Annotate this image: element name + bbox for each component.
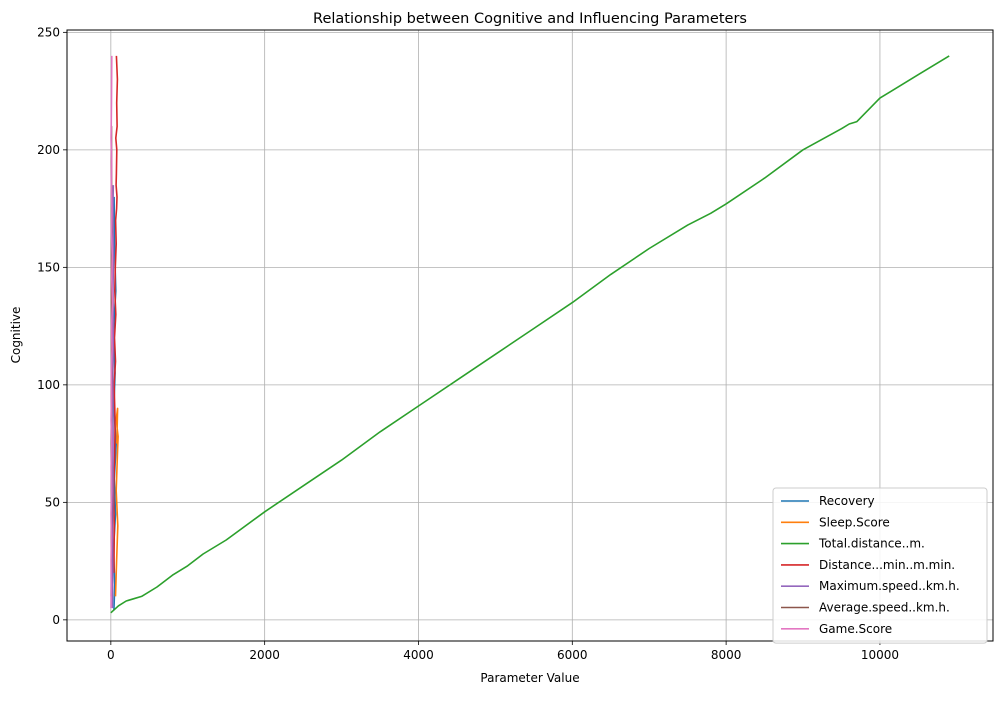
y-tick-label: 200 <box>37 143 60 157</box>
ticks: 0 2000 4000 6000 8000 10000 0 50 100 150 200 250 <box>37 25 899 662</box>
legend-label: Average.speed..km.h. <box>819 601 950 615</box>
legend-box <box>772 487 988 644</box>
chart-title: Relationship between Cognitive and Influ… <box>313 11 747 27</box>
legend: Recovery Sleep.Score Total.distance..m. Dis… <box>772 487 988 644</box>
legend-label: Maximum.speed..km.h. <box>819 579 960 593</box>
y-axis-title: Cognitive <box>9 307 23 364</box>
series-line <box>111 185 115 609</box>
plot-frame <box>66 29 994 642</box>
y-tick-label: 50 <box>45 495 60 509</box>
y-tick-label: 150 <box>37 260 60 274</box>
series-line <box>110 55 114 609</box>
grid <box>67 30 993 641</box>
x-tick-label: 4000 <box>403 648 434 662</box>
legend-label: Recovery <box>819 494 875 508</box>
legend-label: Sleep.Score <box>819 515 890 529</box>
legend-label: Distance...min..m.min. <box>819 558 955 572</box>
series-line <box>110 55 950 614</box>
x-tick-label: 10000 <box>861 648 899 662</box>
x-axis-title: Parameter Value <box>480 671 579 685</box>
series-line <box>114 407 119 597</box>
legend-label: Game.Score <box>819 622 892 636</box>
series-layer <box>110 55 950 614</box>
x-tick-label: 6000 <box>557 648 588 662</box>
y-tick-label: 250 <box>37 25 60 39</box>
x-tick-label: 0 <box>107 648 115 662</box>
y-tick-label: 0 <box>52 613 60 627</box>
x-tick-label: 2000 <box>249 648 280 662</box>
series-line <box>112 55 119 573</box>
x-tick-label: 8000 <box>711 648 742 662</box>
y-tick-label: 100 <box>37 378 60 392</box>
legend-label: Total.distance..m. <box>818 537 925 551</box>
